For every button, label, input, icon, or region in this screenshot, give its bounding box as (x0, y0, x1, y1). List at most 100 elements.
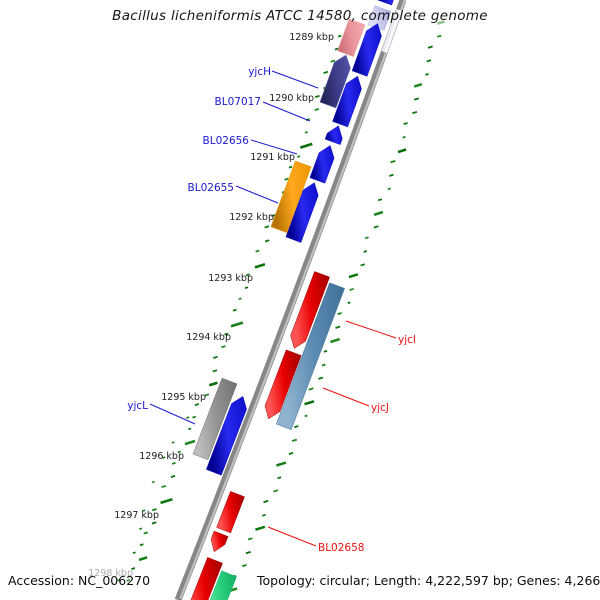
gc-tick-dash (212, 369, 218, 373)
gc-tick-dash (323, 70, 329, 74)
gc-tick-dash (170, 475, 176, 478)
gene-arrow-cds-d[interactable] (309, 145, 335, 184)
gc-tick-dash (232, 308, 237, 312)
gene-arrow-cds-a[interactable] (351, 23, 382, 77)
position-tick-label: 1289 kbp (289, 32, 334, 43)
genome-backbone-highlight (179, 0, 406, 600)
status-bar: Accession: NC_006270 Topology: circular;… (0, 571, 600, 600)
feature-leader-line (271, 70, 319, 89)
gc-tick-dash (387, 187, 391, 191)
gc-tick-dash (308, 387, 314, 391)
gc-tick-dash (221, 345, 226, 349)
feature-label-BL02656[interactable]: BL02656 (203, 135, 250, 147)
gc-tick-dash (373, 210, 384, 216)
gc-tick-dash (348, 273, 359, 279)
gc-tick-dash (177, 450, 181, 454)
feature-label-yjcL[interactable]: yjcL (127, 400, 148, 412)
gc-tick-dash (276, 461, 287, 467)
gc-tick-dash (143, 531, 149, 535)
gc-tick-dash (139, 527, 143, 530)
gc-tick-dash (425, 73, 429, 76)
gc-tick-dash (171, 441, 175, 444)
position-tick-label: 1292 kbp (229, 212, 274, 223)
gc-tick-dash (337, 34, 342, 38)
gc-tick-dash (360, 263, 366, 267)
gc-tick-dash (363, 250, 367, 253)
gc-tick-dash (192, 415, 197, 419)
gc-tick-dash (142, 509, 146, 512)
gene-arrow-cds-pale[interactable] (367, 5, 392, 31)
gc-tick-dash (277, 476, 282, 480)
gc-tick-dash (224, 332, 229, 336)
gc-tick-dash (151, 508, 157, 512)
gene-arrow-cds-b[interactable] (332, 75, 362, 128)
gene-arrow-yjcJ[interactable] (275, 282, 345, 431)
gc-tick-dash (131, 567, 136, 570)
gc-tick-dash (245, 551, 251, 555)
gc-tick-dash (330, 59, 336, 63)
feature-leader-line (267, 526, 317, 547)
gene-arrow-yjcH[interactable] (319, 54, 351, 109)
gc-tick-dash (397, 148, 407, 154)
gc-tick-dash (212, 355, 218, 359)
gc-tick-dash (160, 497, 173, 505)
gc-tick-dash (426, 59, 432, 63)
gc-tick-dash (413, 83, 423, 88)
gc-tick-dash (323, 349, 328, 353)
gc-tick-dash (321, 363, 326, 367)
genome-backbone (174, 0, 407, 600)
gene-arrow-cds-pink[interactable] (337, 18, 366, 58)
gc-tick-dash (126, 579, 130, 582)
gene-arrow-cds-c[interactable] (324, 125, 343, 145)
feature-label-BL02658[interactable]: BL02658 (318, 542, 364, 554)
gc-tick-dash (284, 177, 289, 181)
gc-tick-dash (304, 414, 308, 418)
gc-tick-dash (318, 376, 324, 380)
gene-arrow-cds-e[interactable] (285, 182, 319, 243)
gc-tick-dash (255, 249, 260, 253)
position-tick-label: 1295 kbp (161, 392, 206, 403)
gene-arrow-cds-f[interactable] (205, 396, 247, 476)
backbone-light-segment-inner (384, 9, 402, 53)
gc-tick-dash (255, 525, 266, 531)
feature-label-BL02655[interactable]: BL02655 (188, 182, 234, 194)
gene-arrow-yjcI[interactable] (290, 271, 330, 349)
gc-tick-dash (349, 287, 354, 291)
gene-arrow-BL02658-head[interactable] (210, 530, 229, 553)
feature-label-BL07017[interactable]: BL07017 (215, 96, 261, 108)
feature-label-yjcJ[interactable]: yjcJ (371, 402, 389, 414)
gene-arrow-BL02655[interactable] (270, 160, 312, 234)
gc-tick-dash (263, 499, 269, 504)
feature-label-yjcH[interactable]: yjcH (248, 66, 271, 78)
gc-tick-dash (291, 438, 298, 442)
gc-tick-dash (335, 325, 341, 329)
gc-tick-dash (247, 537, 253, 541)
gc-tick-dash (245, 273, 250, 277)
feature-leader-line (149, 403, 196, 425)
gc-tick-dash (288, 451, 294, 455)
gc-tick-dash (297, 155, 301, 158)
gene-arrow-cds-bottom-grn[interactable] (200, 570, 237, 600)
gc-tick-dash (436, 20, 445, 25)
gc-tick-dash (403, 122, 408, 125)
gc-tick-dash (390, 160, 396, 164)
gc-tick-dash (261, 513, 266, 517)
gc-tick-dash (337, 312, 342, 315)
gc-tick-dash (242, 564, 247, 568)
gc-tick-dash (188, 427, 192, 431)
gc-tick-dash (413, 97, 420, 101)
gc-tick-dash (437, 34, 442, 38)
gene-arrow-BL02658[interactable] (216, 491, 245, 534)
gene-arrow-yjcL[interactable] (192, 377, 238, 461)
gc-tick-dash (293, 425, 299, 429)
position-tick-label: 1290 kbp (269, 93, 314, 104)
gene-arrow-yjcI-2[interactable] (264, 349, 302, 420)
gc-tick-dash (151, 521, 157, 525)
feature-label-yjcI[interactable]: yjcI (398, 334, 416, 346)
gc-tick-dash (264, 239, 270, 243)
gene-arrow-cds-top-inner[interactable] (376, 0, 400, 6)
gc-tick-dash (304, 131, 308, 134)
gene-arrow-cds-bottom-red[interactable] (184, 557, 223, 600)
